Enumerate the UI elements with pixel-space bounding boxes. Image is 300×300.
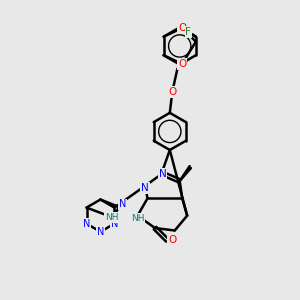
Text: O: O bbox=[168, 87, 176, 97]
Text: O: O bbox=[178, 23, 186, 33]
Text: N: N bbox=[158, 169, 166, 178]
Text: N: N bbox=[83, 219, 90, 229]
Text: NH: NH bbox=[105, 213, 119, 222]
Text: N: N bbox=[97, 227, 104, 237]
Text: N: N bbox=[119, 200, 126, 209]
Text: N: N bbox=[111, 219, 118, 229]
Text: N: N bbox=[141, 183, 149, 193]
Text: O: O bbox=[178, 59, 186, 69]
Text: O: O bbox=[168, 236, 176, 245]
Text: F: F bbox=[185, 27, 191, 37]
Text: NH: NH bbox=[131, 214, 144, 223]
